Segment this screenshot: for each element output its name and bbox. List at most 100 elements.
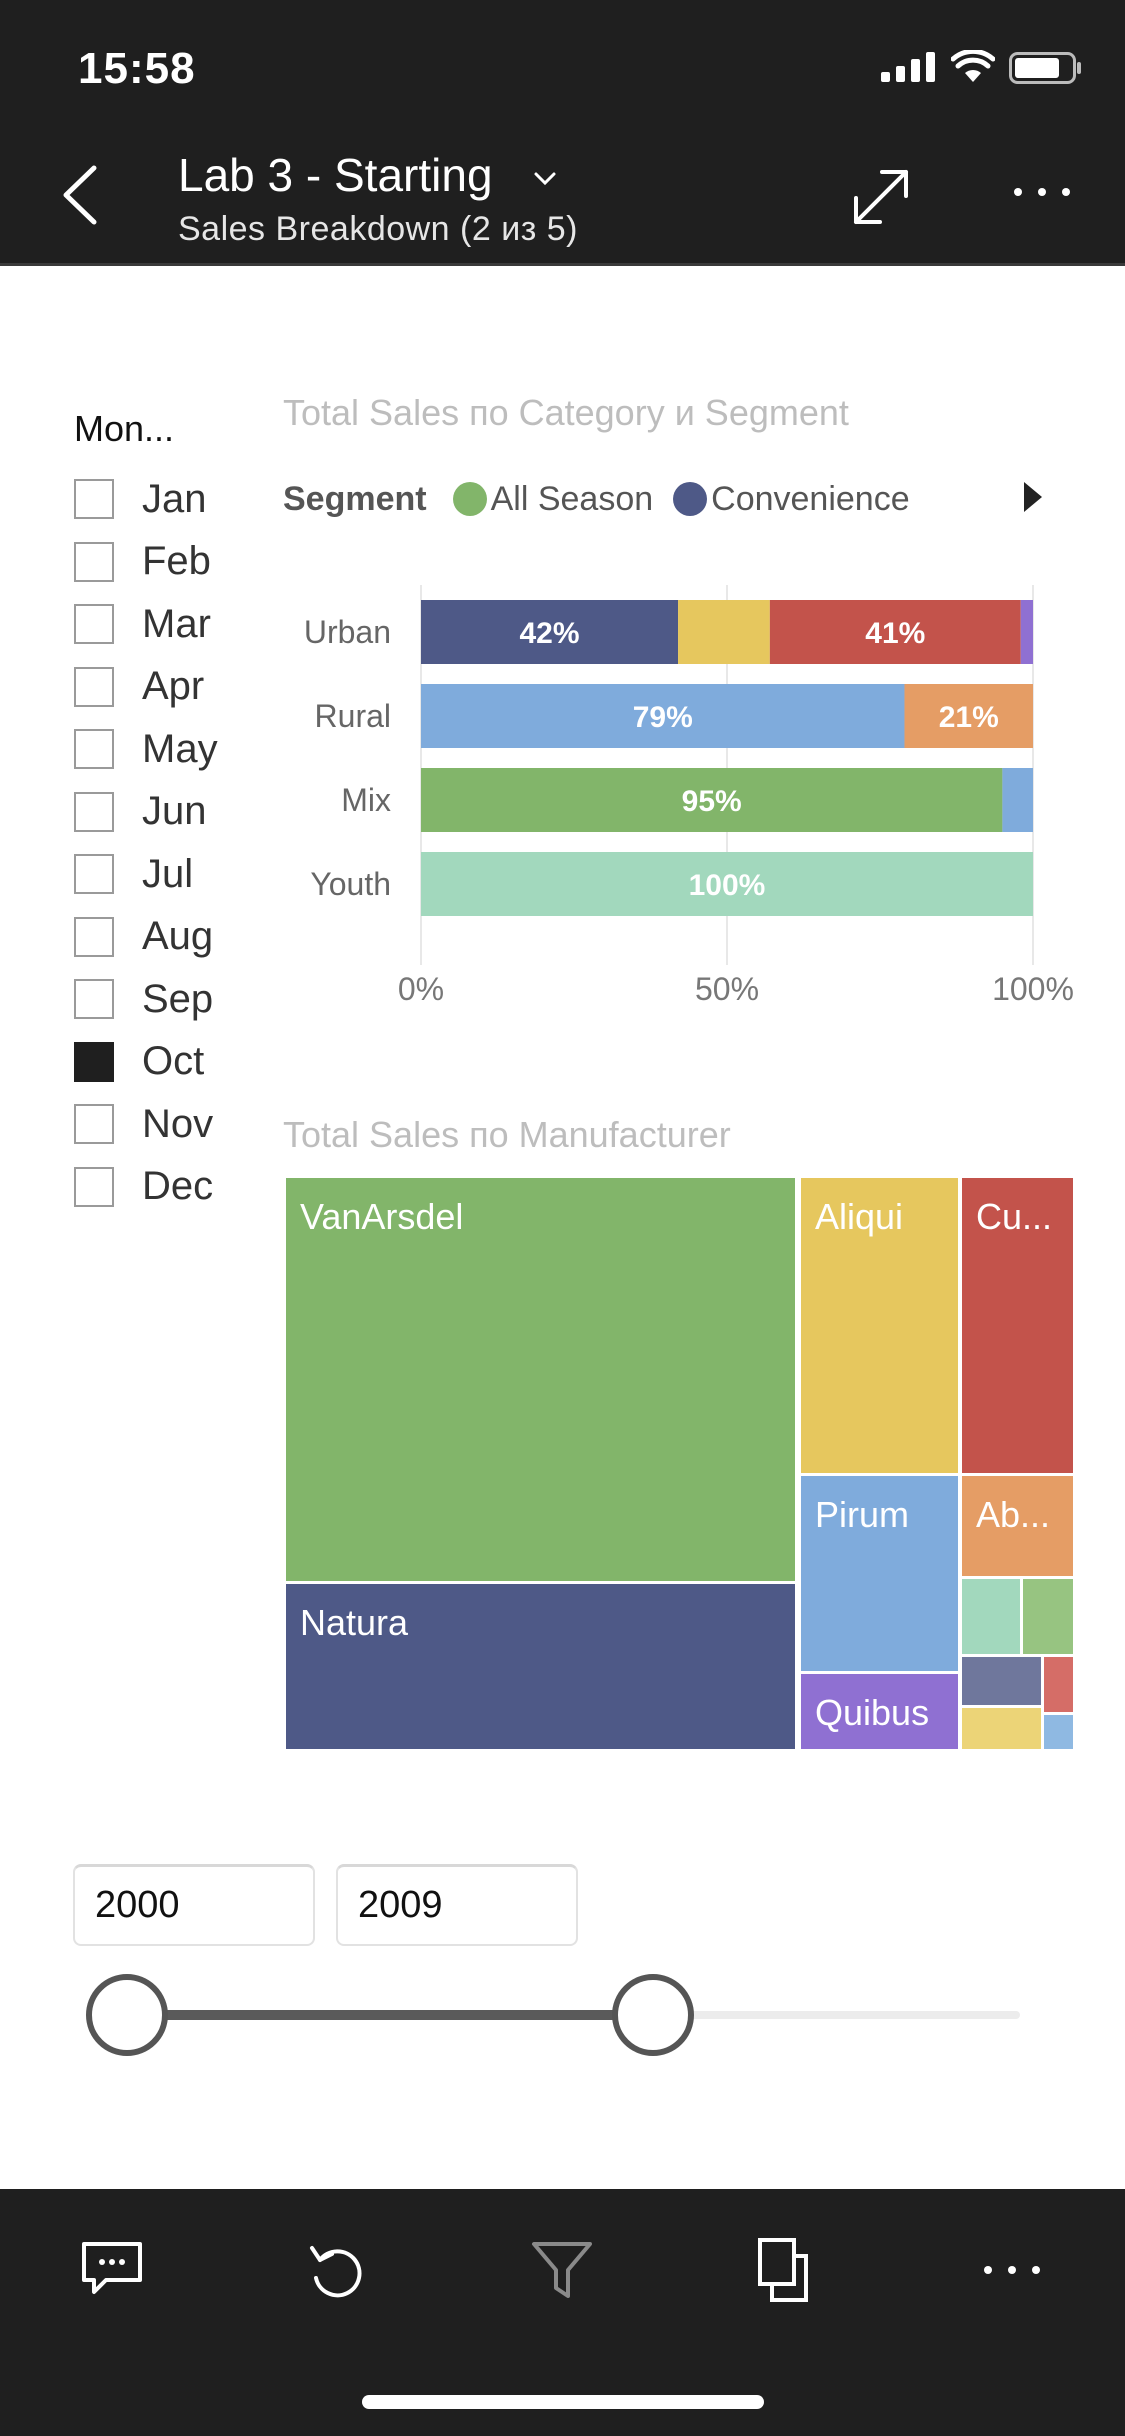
treemap-cell[interactable] [959, 1576, 1023, 1657]
month-label: Mar [142, 601, 211, 646]
treemap-cell[interactable]: Pirum [798, 1473, 961, 1674]
checkbox[interactable] [74, 604, 114, 644]
stacked-bar-chart: 0% 50% 100% Urban 42% 41% Rural 79% 21% Mix 95% You… [304, 585, 1074, 1007]
month-option-may[interactable]: May [74, 724, 218, 774]
top-bar [0, 0, 1125, 266]
checkbox[interactable] [74, 729, 114, 769]
month-label: Feb [142, 539, 211, 583]
bar-segment [1002, 768, 1033, 832]
more-options-icon[interactable] [1012, 180, 1072, 204]
month-label: Apr [142, 664, 205, 708]
range-from-input[interactable] [73, 1864, 315, 1946]
treemap-cell[interactable]: VanArsdel [283, 1175, 798, 1584]
undo-icon[interactable] [298, 2230, 378, 2310]
checkbox[interactable] [74, 1166, 114, 1207]
treemap-cell[interactable] [959, 1654, 1044, 1708]
checkbox[interactable] [74, 854, 114, 894]
legend-item-convenience[interactable]: Convenience [673, 479, 910, 519]
bar-segment [421, 684, 905, 748]
checkbox-checked[interactable] [74, 1041, 114, 1082]
treemap-cell[interactable] [1020, 1576, 1076, 1657]
checkbox[interactable] [74, 666, 114, 707]
checkbox[interactable] [74, 791, 114, 832]
treemap-cell[interactable]: Natura [283, 1581, 798, 1752]
month-option-sep[interactable]: Sep [74, 974, 213, 1024]
bar-data-label: 79% [633, 701, 693, 734]
bar-segment [421, 768, 1003, 832]
chevron-down-icon[interactable] [530, 166, 560, 190]
treemap-label: Aliqui [815, 1196, 904, 1237]
month-option-jul[interactable]: Jul [74, 849, 193, 899]
treemap-cell[interactable]: Aliqui [798, 1175, 961, 1476]
bar-data-label: 95% [682, 785, 742, 818]
bar-segment [421, 852, 1033, 916]
filter-icon[interactable] [522, 2230, 602, 2310]
checkbox[interactable] [74, 916, 114, 957]
x-tick-label: 100% [992, 971, 1074, 1007]
cellular-signal-icon [881, 52, 935, 82]
month-label: Dec [142, 1164, 214, 1208]
bar-segment [678, 600, 770, 664]
month-label: Nov [142, 1101, 214, 1146]
checkbox[interactable] [74, 1104, 114, 1144]
bar-segment [769, 600, 1021, 664]
month-option-oct[interactable]: Oct [74, 1037, 204, 1087]
report-title[interactable]: Lab 3 - Starting [178, 149, 493, 201]
range-slider-max-handle[interactable] [612, 1974, 695, 2056]
treemap-cell[interactable] [959, 1705, 1044, 1752]
month-label: Aug [142, 914, 214, 958]
month-label: May [142, 726, 218, 771]
legend-item-all-season[interactable]: All Season [452, 479, 654, 519]
month-option-feb[interactable]: Feb [74, 537, 211, 587]
bar-data-label: 21% [939, 701, 999, 734]
expand-icon[interactable] [846, 162, 916, 232]
home-indicator [362, 2395, 764, 2409]
month-option-jan[interactable]: Jan [74, 474, 207, 524]
treemap-label: Natura [300, 1602, 409, 1643]
checkbox[interactable] [74, 479, 114, 519]
chart-legend: Segment All Season Convenience [283, 476, 930, 522]
treemap-label: Ab... [976, 1494, 1051, 1535]
status-time: 15:58 [78, 44, 196, 93]
treemap-title: Total Sales по Manufacturer [283, 1114, 731, 1155]
month-option-mar[interactable]: Mar [74, 599, 211, 649]
category-label: Youth [310, 866, 391, 902]
range-slider-min-handle[interactable] [86, 1974, 168, 2056]
legend-title: Segment [283, 479, 427, 518]
treemap-cell[interactable] [1041, 1712, 1076, 1752]
bar-segment [421, 600, 679, 664]
month-label: Oct [142, 1039, 205, 1083]
category-label: Urban [304, 614, 391, 650]
back-button[interactable] [52, 160, 112, 230]
treemap-label: VanArsdel [300, 1196, 464, 1237]
legend-label: Convenience [711, 479, 910, 518]
checkbox[interactable] [74, 541, 114, 582]
month-label: Sep [142, 976, 214, 1021]
month-option-jun[interactable]: Jun [74, 787, 207, 837]
bar-data-label: 41% [865, 617, 925, 650]
treemap-cell[interactable]: Cu... [959, 1175, 1076, 1476]
legend-label: All Season [490, 479, 654, 518]
month-option-apr[interactable]: Apr [74, 662, 204, 712]
treemap-cell[interactable] [1041, 1654, 1076, 1715]
copy-icon[interactable] [746, 2230, 826, 2310]
legend-next-arrow-icon[interactable] [1020, 480, 1044, 514]
wifi-icon [951, 50, 995, 82]
range-slider-fill [126, 2010, 654, 2020]
bar-chart-title: Total Sales по Category и Segment [283, 392, 849, 433]
treemap-cell[interactable]: Ab... [959, 1473, 1076, 1579]
treemap-label: Cu... [976, 1196, 1053, 1237]
month-option-aug[interactable]: Aug [74, 912, 213, 962]
bottom-toolbar [0, 2189, 1125, 2436]
comment-icon[interactable] [72, 2230, 152, 2310]
month-label: Jun [142, 789, 207, 833]
range-to-input[interactable] [336, 1864, 578, 1946]
month-option-dec[interactable]: Dec [74, 1162, 213, 1212]
treemap-cell[interactable]: Quibus [798, 1671, 961, 1752]
checkbox[interactable] [74, 979, 114, 1019]
treemap-label: Quibus [815, 1692, 930, 1733]
bar-data-label: 42% [519, 617, 579, 650]
month-option-nov[interactable]: Nov [74, 1099, 213, 1149]
more-icon[interactable] [972, 2230, 1052, 2310]
x-tick-label: 50% [695, 971, 759, 1007]
